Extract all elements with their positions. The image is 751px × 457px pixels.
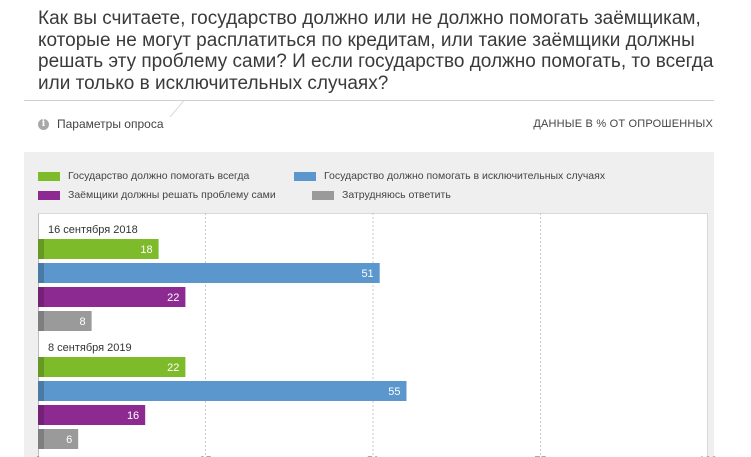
bar [38,357,186,377]
bar [38,239,159,259]
bar-value-label: 18 [140,244,152,256]
legend-item-exceptional[interactable]: Государство должно помогать в исключител… [294,170,605,182]
bar [38,263,380,283]
bar-edge [38,239,44,259]
survey-params-toggle[interactable]: i Параметры опроса [38,117,164,131]
bar-value-label: 8 [79,316,85,328]
bar-edge [38,287,44,307]
info-icon: i [38,118,49,130]
x-tick-label: 0 [35,455,41,457]
bar-edge [38,405,44,425]
units-note: ДАННЫЕ В % ОТ ОПРОШЕННЫХ [533,118,713,130]
bar-edge [38,311,44,331]
bar-edge [38,381,44,401]
legend-item-unsure[interactable]: Затрудняюсь ответить [312,189,451,201]
group-label: 8 сентября 2019 [48,342,132,354]
title-divider [24,100,714,101]
x-tick-label: 100 [699,455,717,457]
x-tick-label: 25 [199,455,211,457]
chart-title: Как вы считаете, государство должно или … [38,8,714,94]
group-label: 16 сентября 2018 [48,224,138,236]
bar [38,429,79,449]
bar-value-label: 55 [388,386,400,398]
legend-label: Затрудняюсь ответить [342,189,451,201]
legend-label: Государство должно помогать всегда [68,170,250,182]
bar [38,287,186,307]
divider-notch [169,101,200,117]
survey-params-label: Параметры опроса [57,117,164,131]
legend-swatch [294,171,316,181]
legend-item-self[interactable]: Заёмщики должны решать проблему сами [38,189,276,201]
bar [38,405,146,425]
legend-label: Государство должно помогать в исключител… [324,170,606,182]
bar-value-label: 6 [66,434,72,446]
legend-swatch [312,190,334,200]
legend-item-always[interactable]: Государство должно помогать всегда [38,170,249,182]
bar-value-label: 22 [167,292,179,304]
bar-value-label: 22 [167,362,179,374]
x-tick-label: 75 [534,455,546,457]
x-tick-label: 50 [367,455,379,457]
bar-edge [38,429,44,449]
legend-swatch [38,190,60,200]
legend-label: Заёмщики должны решать проблему сами [68,189,276,201]
bar-edge [38,357,44,377]
bar-edge [38,263,44,283]
bar-value-label: 51 [361,268,373,280]
bar [38,311,92,331]
bar-value-label: 16 [127,410,139,422]
legend-swatch [38,171,60,181]
bar [38,381,407,401]
